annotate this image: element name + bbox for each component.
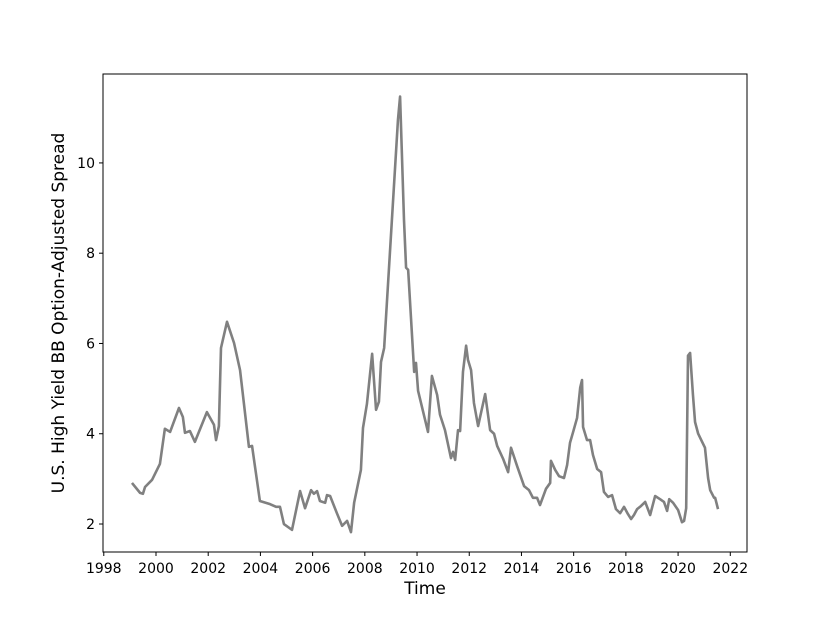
- x-tick-label: 2020: [660, 561, 696, 577]
- x-tick-label: 2022: [712, 561, 748, 577]
- y-tick-label: 2: [86, 517, 95, 533]
- x-tick-label: 2008: [347, 561, 383, 577]
- x-tick-label: 2000: [138, 561, 174, 577]
- y-tick-label: 6: [86, 336, 95, 352]
- x-tick-label: 2016: [556, 561, 592, 577]
- plot-frame: [102, 73, 748, 553]
- x-tick-label: 1998: [86, 561, 122, 577]
- y-tick-label: 8: [86, 246, 95, 262]
- y-tick-label: 4: [86, 427, 95, 443]
- x-tick-label: 2006: [295, 561, 331, 577]
- y-axis-label: U.S. High Yield BB Option-Adjusted Sprea…: [49, 133, 69, 494]
- x-axis-label: Time: [403, 579, 446, 599]
- x-tick-label: 2012: [451, 561, 487, 577]
- x-tick-label: 2002: [190, 561, 226, 577]
- data-line: [130, 95, 720, 534]
- x-tick-label: 2018: [608, 561, 644, 577]
- x-tick-label: 2014: [504, 561, 540, 577]
- x-tick-label: 2004: [243, 561, 279, 577]
- x-tick-label: 2010: [399, 561, 435, 577]
- y-tick-label: 10: [77, 156, 95, 172]
